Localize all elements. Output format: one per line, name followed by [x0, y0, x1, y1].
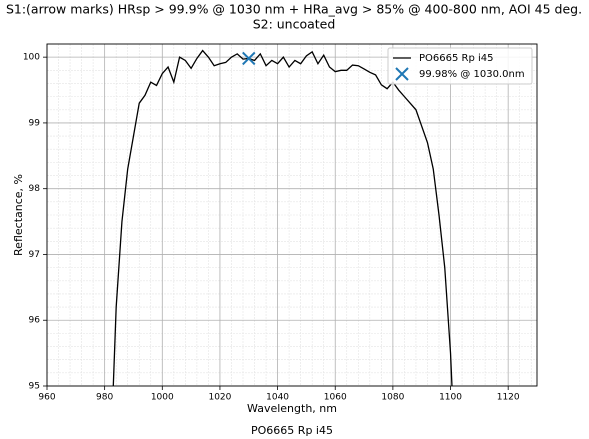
chart-title: S1:(arrow marks) HRsp > 99.9% @ 1030 nm …: [6, 2, 582, 17]
data-line: [112, 49, 453, 386]
y-tick-label: 100: [23, 53, 40, 63]
x-axis-label: Wavelength, nm: [247, 402, 337, 415]
legend-label: 99.98% @ 1030.0nm: [419, 69, 525, 80]
x-tick-label: 980: [96, 393, 113, 403]
legend-label: PO6665 Rp i45: [419, 53, 494, 64]
y-tick-label: 96: [29, 316, 41, 326]
x-tick-label: 1020: [208, 393, 231, 403]
x-tick-label: 1080: [381, 393, 404, 403]
x-tick-label: 1000: [151, 393, 174, 403]
y-tick-label: 98: [29, 184, 41, 194]
y-tick-label: 99: [29, 118, 41, 128]
plot-area: [112, 49, 453, 386]
x-tick-label: 960: [38, 393, 55, 403]
chart-subtitle: S2: uncoated: [253, 17, 336, 32]
x-tick-label: 1100: [439, 393, 462, 403]
legend-swatch: [395, 67, 409, 81]
legend-box: [387, 47, 533, 85]
y-tick-label: 95: [29, 382, 40, 392]
y-axis-label: Reflectance, %: [12, 174, 25, 256]
x-tick-label: 1060: [324, 393, 347, 403]
x-tick-label: 1040: [266, 393, 289, 403]
y-tick-label: 97: [29, 250, 40, 260]
plot-frame: [46, 43, 538, 387]
caption: PO6665 Rp i45: [251, 424, 333, 437]
data-marker: [242, 51, 256, 66]
x-tick-label: 1120: [497, 393, 520, 403]
